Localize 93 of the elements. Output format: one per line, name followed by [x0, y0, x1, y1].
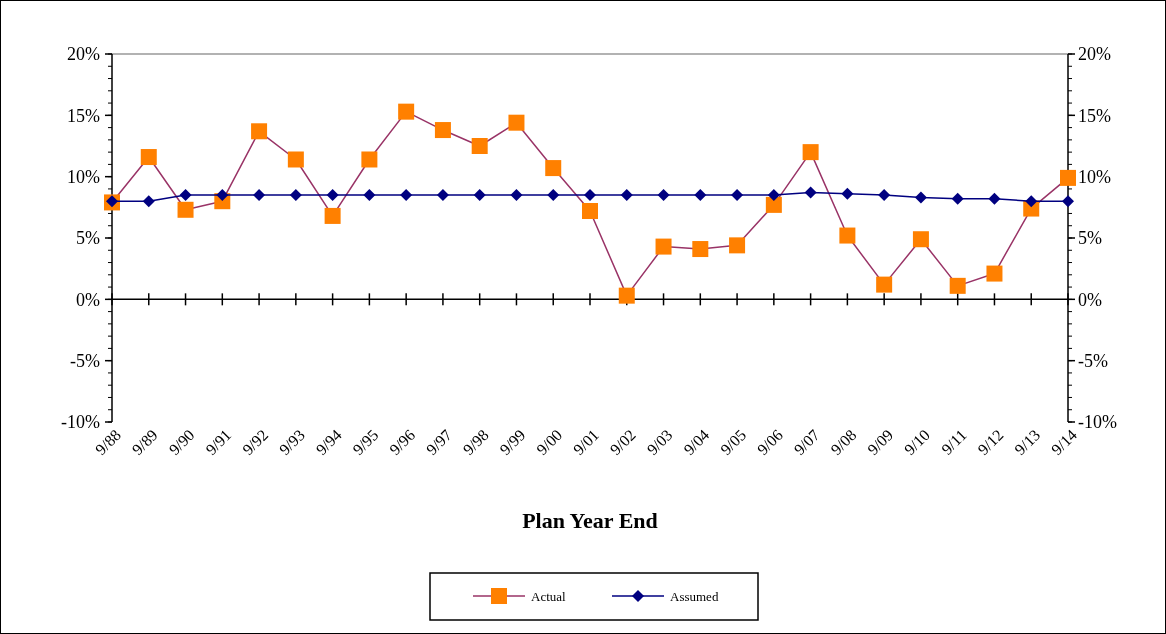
- point: [142, 195, 155, 208]
- point: [876, 276, 893, 293]
- x-tick-label: 9/89: [128, 426, 161, 459]
- point: [1062, 195, 1074, 208]
- x-tick-label: 9/00: [533, 426, 566, 459]
- point: [436, 189, 449, 202]
- y-tick-label: 5%: [76, 228, 100, 249]
- y-tick-label: 20%: [67, 44, 100, 65]
- point: [287, 151, 304, 168]
- x-tick-label: 9/14: [1047, 426, 1081, 459]
- x-tick-label: 9/91: [202, 426, 235, 459]
- point: [986, 265, 1003, 282]
- point: [692, 241, 709, 258]
- x-tick-label: 9/06: [753, 426, 786, 459]
- x-tick-label: 9/98: [459, 426, 492, 459]
- y2-tick-label: 5%: [1078, 228, 1102, 249]
- y2-tick-label: -10%: [1078, 412, 1117, 433]
- point: [324, 207, 341, 224]
- point: [584, 189, 596, 202]
- point: [912, 231, 929, 248]
- x-tick-label: 9/09: [864, 426, 897, 459]
- point: [802, 144, 819, 161]
- point: [400, 189, 413, 202]
- point: [914, 191, 927, 204]
- x-tick-label: 9/92: [239, 426, 272, 459]
- x-tick-label: 9/08: [827, 426, 860, 459]
- point: [841, 187, 854, 200]
- x-tick-label: 9/97: [422, 426, 455, 459]
- point: [473, 189, 486, 202]
- point: [694, 189, 707, 202]
- point: [657, 189, 670, 202]
- y-tick-label: -5%: [70, 350, 100, 371]
- y-tick-label: 15%: [67, 105, 100, 126]
- x-tick-label: 9/03: [643, 426, 676, 459]
- x-tick-label: 9/95: [349, 426, 382, 459]
- point: [177, 201, 194, 218]
- y2-tick-label: 20%: [1078, 44, 1111, 65]
- point: [140, 149, 157, 166]
- point: [361, 151, 378, 168]
- point: [363, 189, 376, 202]
- point: [765, 196, 782, 213]
- x-tick-label: 9/13: [1011, 426, 1044, 459]
- y2-tick-label: 10%: [1078, 166, 1111, 187]
- point: [804, 186, 817, 199]
- point: [951, 192, 964, 205]
- point: [1025, 195, 1038, 208]
- point: [731, 189, 744, 202]
- x-axis-title: Plan Year End: [522, 508, 658, 533]
- x-tick-label: 9/07: [790, 426, 823, 459]
- y2-tick-label: 0%: [1078, 289, 1102, 310]
- point: [767, 189, 780, 202]
- point: [878, 189, 891, 202]
- point: [253, 189, 266, 202]
- point: [545, 160, 562, 177]
- point: [1060, 169, 1076, 186]
- point: [582, 203, 598, 220]
- y2-tick-label: -5%: [1078, 350, 1108, 371]
- point: [618, 287, 635, 304]
- point: [398, 103, 415, 120]
- point: [547, 189, 560, 202]
- x-tick-label: 9/94: [312, 426, 345, 459]
- point: [289, 189, 302, 202]
- y2-tick-label: 15%: [1078, 105, 1111, 126]
- point: [179, 189, 192, 202]
- x-tick-label: 9/04: [680, 426, 713, 459]
- point: [729, 237, 746, 254]
- y-tick-label: -10%: [61, 412, 100, 433]
- point: [839, 227, 856, 244]
- legend-label: Assumed: [670, 588, 719, 604]
- point: [949, 277, 966, 294]
- x-tick-label: 9/12: [974, 426, 1007, 459]
- point: [620, 189, 633, 202]
- x-tick-label: 9/10: [900, 426, 933, 459]
- point: [508, 114, 525, 131]
- point: [988, 192, 1001, 205]
- x-tick-label: 9/90: [165, 426, 198, 459]
- point: [251, 123, 268, 140]
- x-tick-label: 9/02: [606, 426, 639, 459]
- point: [216, 189, 229, 202]
- y-tick-label: 10%: [67, 166, 100, 187]
- point: [326, 189, 339, 202]
- x-tick-label: 9/93: [275, 426, 308, 459]
- x-tick-label: 9/05: [717, 426, 750, 459]
- point: [434, 122, 451, 139]
- x-tick-label: 9/01: [569, 426, 603, 459]
- x-tick-label: 9/11: [938, 426, 970, 458]
- x-tick-label: 9/99: [496, 426, 529, 459]
- legend-label: Actual: [531, 588, 567, 604]
- point: [471, 138, 488, 154]
- point: [655, 238, 672, 255]
- point: [510, 189, 523, 202]
- x-tick-label: 9/96: [386, 426, 419, 459]
- y-tick-label: 0%: [76, 289, 100, 310]
